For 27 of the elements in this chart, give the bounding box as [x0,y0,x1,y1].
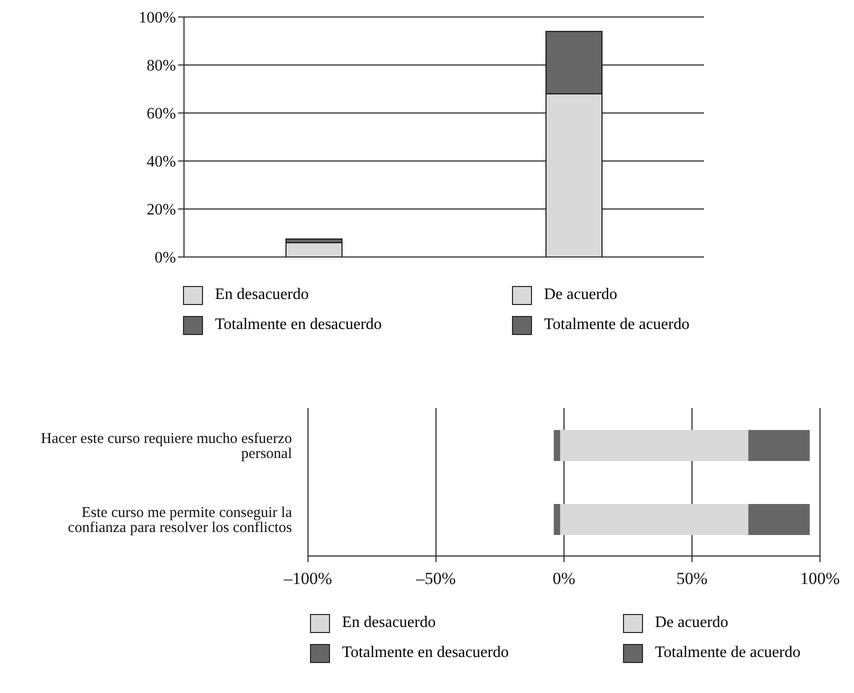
y-tick-label: Este curso me permite conseguir la confianza para resolver los conflictos [68,504,292,536]
x-tick-label: –100% [282,569,332,588]
x-tick-label: –50% [415,569,456,588]
bar [564,504,748,535]
x-tick-label: 50% [676,569,708,588]
bar [554,430,560,461]
legend-label: Totalmente en desacuerdo [215,316,382,334]
legend-label: De acuerdo [544,286,618,304]
y-tick-label: Hacer este curso requiere mucho esfuerzo personal [40,430,292,462]
y-tick-label: 100% [138,10,176,27]
legend-label: En desacuerdo [342,614,436,632]
bar [748,430,810,461]
bar [748,504,810,535]
bar [564,430,748,461]
y-tick-label: 40% [146,154,176,171]
y-tick-label: 20% [146,202,176,219]
legend-label: Totalmente de acuerdo [544,316,690,334]
y-tick-label: 0% [154,250,176,267]
x-tick-label: 0% [552,569,576,588]
x-tick-label: 100% [800,569,840,588]
legend-label: En desacuerdo [215,286,309,304]
legend-label: Totalmente de acuerdo [655,644,800,662]
y-tick-label: 60% [146,106,176,123]
legend-label: De acuerdo [655,614,728,632]
bar [554,504,560,535]
legend-label: Totalmente en desacuerdo [342,644,509,662]
y-tick-label: 80% [146,58,176,75]
